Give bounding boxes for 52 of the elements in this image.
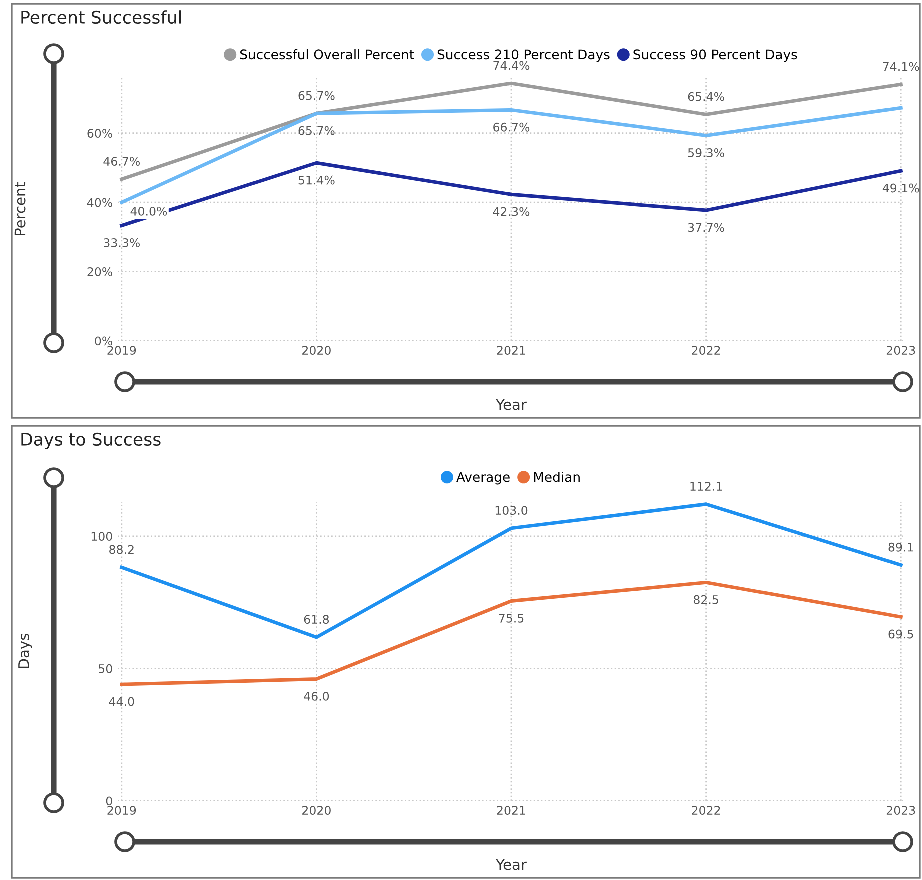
- x-tick-label: 2022: [692, 346, 720, 355]
- data-label: 65.7%: [298, 91, 335, 100]
- data-label: 46.0: [304, 692, 330, 701]
- x-tick-label: 2019: [108, 806, 136, 815]
- legend-label: Success 210 Percent Days: [438, 50, 610, 62]
- y-tick-label: 0%: [95, 336, 112, 346]
- data-label: 103.0: [496, 506, 528, 516]
- y-axis-title: Percent: [14, 182, 26, 236]
- x-tick-label: 2021: [497, 346, 526, 355]
- data-label: 33.3%: [104, 238, 140, 248]
- data-label: 69.5: [888, 630, 914, 639]
- data-label: 65.4%: [688, 92, 724, 102]
- legend-label: Successful Overall Percent: [240, 49, 414, 60]
- data-label: 65.7%: [298, 126, 335, 136]
- legend-label: Average: [456, 472, 510, 485]
- x-tick-label: 2020: [302, 346, 331, 355]
- legend-label: Median: [534, 472, 580, 482]
- y-tick-label: 60%: [88, 129, 112, 138]
- data-label: 40.0%: [130, 206, 168, 216]
- y-tick-label: 100: [92, 532, 112, 542]
- x-tick-label: 2023: [886, 806, 916, 815]
- y-axis-title: Days: [18, 634, 32, 668]
- data-label: 59.3%: [688, 148, 724, 158]
- x-axis-title: Year: [496, 399, 527, 410]
- chart-title: Percent Successful: [22, 10, 182, 24]
- data-label: 74.1%: [883, 62, 920, 72]
- data-label: 46.7%: [104, 157, 140, 166]
- x-tick-label: 2022: [692, 806, 720, 815]
- data-label: 82.5: [694, 595, 718, 604]
- data-label: 44.0: [109, 697, 134, 706]
- chart-title: Days to Success: [22, 432, 161, 450]
- data-label: 51.4%: [298, 176, 335, 185]
- data-label: 42.3%: [493, 207, 530, 216]
- data-label: 66.7%: [494, 122, 530, 132]
- y-tick-label: 50: [99, 664, 112, 674]
- data-label: 74.4%: [494, 61, 530, 70]
- legend-label: Success 90 Percent Days: [634, 50, 798, 62]
- y-tick-label: 0: [106, 796, 112, 806]
- data-label: 88.2: [110, 545, 134, 554]
- x-axis-title: Year: [496, 859, 527, 870]
- data-label: 49.1%: [882, 184, 920, 193]
- data-label: 112.1: [690, 482, 722, 491]
- data-label: 37.7%: [688, 223, 724, 232]
- y-tick-label: 20%: [88, 268, 112, 276]
- data-label: 89.1: [888, 542, 914, 552]
- data-label: 75.5: [499, 614, 524, 623]
- x-tick-label: 2021: [497, 806, 526, 815]
- x-tick-label: 2020: [302, 806, 331, 815]
- y-tick-label: 40%: [87, 198, 112, 208]
- data-label: 61.8: [304, 615, 330, 624]
- x-tick-label: 2023: [886, 346, 916, 355]
- x-tick-label: 2019: [108, 346, 136, 355]
